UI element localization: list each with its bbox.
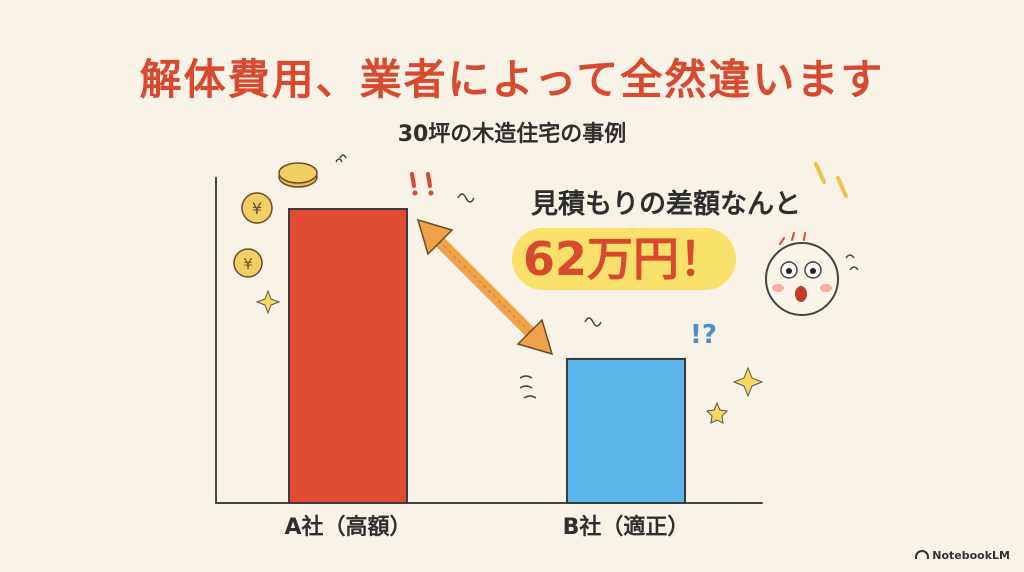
svg-text:¥: ¥ bbox=[252, 199, 262, 218]
callout-text: 見積もりの差額なんと bbox=[531, 189, 801, 220]
sparkle-icon bbox=[732, 366, 764, 398]
squiggle-decoration bbox=[584, 317, 602, 327]
coin-icon: ¥ bbox=[233, 248, 263, 278]
notebooklm-logo-icon bbox=[915, 550, 930, 559]
coin-icon: ¥ bbox=[241, 192, 273, 224]
squiggle-decoration bbox=[335, 154, 347, 163]
page-title: 解体費用、業者によって全然違います bbox=[139, 55, 885, 104]
svg-text:!?: !? bbox=[690, 320, 717, 350]
question-exclamation-icon: !? bbox=[690, 320, 717, 350]
difference-arrow bbox=[416, 218, 554, 356]
coin-icon bbox=[278, 162, 318, 188]
notebooklm-badge: NotebookLM bbox=[915, 549, 1010, 562]
star-icon bbox=[705, 401, 729, 424]
sparkle-icon bbox=[255, 289, 281, 315]
squiggle-decoration bbox=[457, 193, 475, 203]
squiggle-decoration bbox=[519, 375, 537, 399]
burst-lines bbox=[814, 162, 848, 198]
x-tick-label-0: A社（高額） bbox=[284, 514, 411, 540]
exclamation-icon bbox=[410, 172, 434, 196]
page-subtitle: 30坪の木造住宅の事例 bbox=[397, 122, 627, 147]
badge-text: NotebookLM bbox=[932, 549, 1010, 562]
x-tick-label-1: B社（適正） bbox=[563, 514, 690, 540]
surprised-face-icon bbox=[765, 232, 859, 316]
callout-amount: 62万円！ bbox=[522, 232, 725, 286]
amount-highlight bbox=[512, 228, 736, 290]
svg-text:¥: ¥ bbox=[243, 255, 253, 273]
bar-0 bbox=[288, 208, 408, 504]
bar-1 bbox=[566, 357, 686, 504]
